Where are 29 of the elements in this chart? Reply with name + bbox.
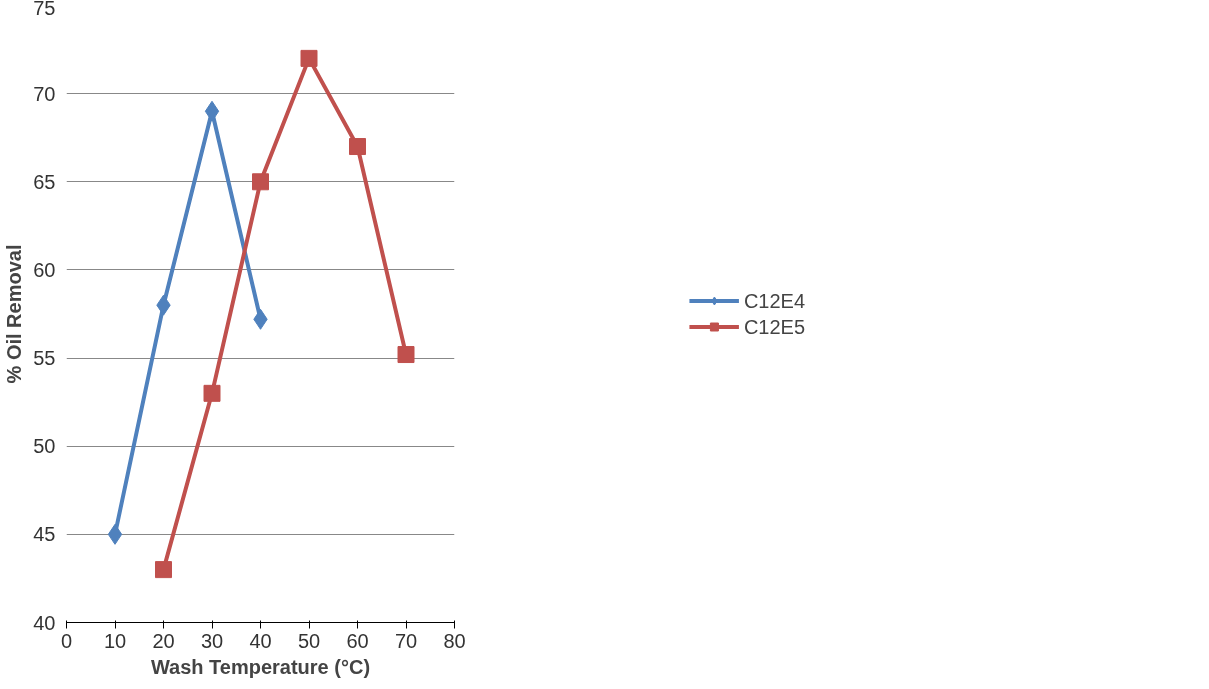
legend-label: C12E4 [743, 289, 806, 312]
y-tick-label: 75 [33, 0, 56, 19]
x-tick-label: 30 [200, 629, 224, 652]
point [107, 523, 123, 545]
y-tick-label: 50 [33, 435, 56, 458]
x-tick-label: 40 [249, 629, 272, 652]
x-tick-label: 80 [443, 629, 466, 652]
y-axis-title: % Oil Removal [3, 244, 26, 384]
point [252, 173, 269, 191]
x-tick-label: 0 [60, 629, 73, 652]
y-tick-label: 60 [33, 258, 56, 281]
point [155, 561, 172, 579]
y-tick-label: 65 [33, 170, 56, 193]
x-tick-label: 50 [297, 629, 321, 652]
point [203, 384, 221, 402]
x-tick-label: 60 [346, 629, 369, 652]
legend-label: C12E5 [743, 315, 806, 338]
x-tick-label: 70 [394, 629, 418, 652]
y-tick-label: 70 [33, 82, 56, 105]
x-tick-label: 10 [103, 629, 127, 652]
point [204, 100, 220, 122]
x-tick-label: 20 [152, 629, 175, 652]
y-tick-label: 40 [33, 611, 56, 634]
point [349, 138, 366, 156]
x-axis-title: Wash Temperature (°C) [150, 655, 371, 678]
y-tick-label: 55 [33, 347, 56, 370]
y-tick-label: 45 [33, 523, 56, 546]
point [397, 346, 415, 364]
point [300, 49, 318, 67]
